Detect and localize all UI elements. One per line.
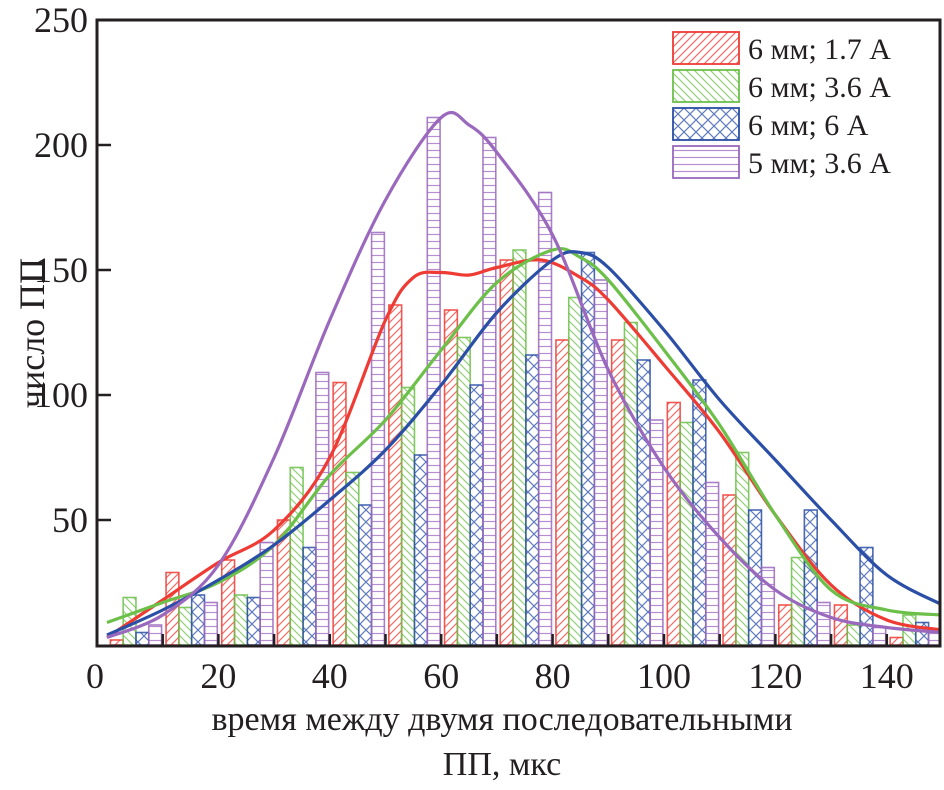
bar [357,504,373,646]
bar [233,594,249,646]
legend-item: 6 мм; 1.7 А [672,31,891,66]
bar [555,339,570,646]
y-axis-label: число ПП [12,258,52,408]
bar [679,421,694,646]
bar [203,601,219,646]
y-tick-label: 200 [34,125,88,165]
bar [735,451,750,646]
bar [456,336,471,646]
bar [388,304,403,646]
legend-item: 6 мм; 3.6 А [672,69,891,104]
x-axis-label-line1: время между двумя последовательными [211,701,792,738]
fit-curve [106,250,940,637]
bar [833,604,849,646]
legend-label: 5 мм; 3.6 А [748,147,891,180]
x-tick-label: 120 [748,656,802,696]
bar [190,594,206,646]
x-tick-label: 60 [423,656,459,696]
bar [109,639,124,646]
bar [370,231,386,646]
bar [413,454,429,646]
legend-label: 6 мм; 6 А [748,109,869,142]
bar [525,354,540,646]
bar [636,359,651,646]
fit-curves-layer [106,110,940,639]
legend-item: 6 мм; 6 А [672,107,869,142]
bar [147,624,163,646]
bar [722,494,737,646]
bar [443,309,459,646]
y-tick-label: 250 [34,0,88,40]
y-tick-label: 150 [34,250,88,290]
bar [704,481,720,646]
bar [259,541,274,646]
y-tick-label: 100 [34,375,88,415]
bar [246,596,261,646]
bar [135,631,150,646]
axes: 0 20 40 60 80 100 120 140 50 100 150 200 250 [34,0,942,696]
bar [499,259,514,646]
fit-curve [106,110,940,639]
bar [846,624,861,646]
bar [482,136,497,646]
bars-layer [109,116,941,646]
legend-swatch [672,31,740,65]
legend-swatch [672,145,740,179]
bar [302,546,317,646]
x-tick-label: 140 [860,656,914,696]
bar [469,384,484,646]
x-tick-label: 20 [200,656,236,696]
x-tick-label: 40 [312,656,348,696]
bar [567,296,583,646]
bar [666,401,681,646]
bar [593,279,608,646]
bar [426,116,441,646]
x-tick-label: 0 [86,656,104,696]
legend-swatch [672,69,740,103]
bar [872,626,887,646]
legend-item: 5 мм; 3.6 А [672,145,891,180]
bar [623,321,639,646]
legend-label: 6 мм; 3.6 А [748,71,891,104]
x-tick-label: 100 [637,656,691,696]
bar [610,339,626,646]
x-axis-label-line2: ПП, мкс [443,746,561,783]
legend: 6 мм; 1.7 А 6 мм; 3.6 А 6 мм; 6 А 5 мм; 3.6… [672,31,891,180]
bar [803,509,818,646]
x-tick-label: 80 [535,656,571,696]
legend-label: 6 мм; 1.7 А [748,33,891,66]
bar [777,604,793,646]
bar [178,606,193,646]
bar [345,471,360,646]
bar [512,249,527,646]
bar [289,466,304,646]
y-tick-label: 50 [52,500,88,540]
bar [816,601,831,646]
legend-swatch [672,107,740,141]
bar [889,636,904,646]
plot-frame [95,18,942,648]
